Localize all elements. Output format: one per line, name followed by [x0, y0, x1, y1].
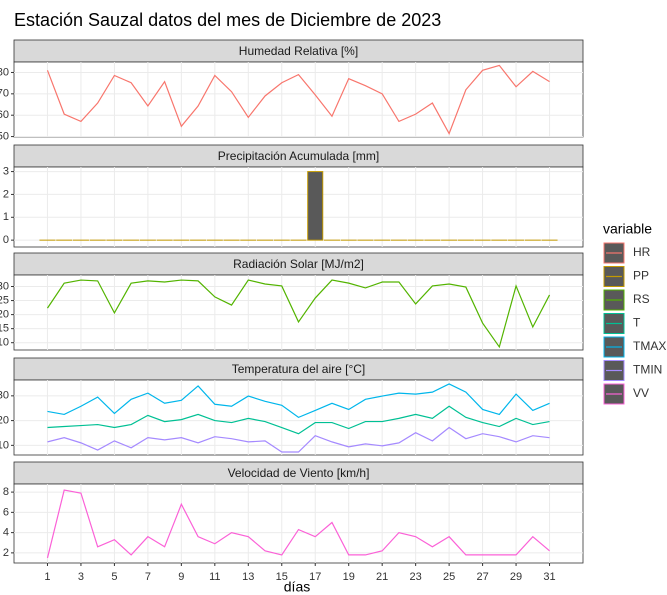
x-tick-label: 31: [543, 571, 555, 583]
y-tick-label: 30: [0, 390, 9, 402]
line: [46, 64, 550, 136]
x-tick-label: 29: [510, 571, 522, 583]
panel: [13, 274, 584, 351]
y-tick-label: 25: [0, 294, 9, 306]
legend-label: HR: [633, 245, 651, 259]
y-tick-label: 10: [0, 337, 9, 349]
panel: [13, 166, 584, 248]
x-tick-label: 1: [44, 571, 50, 583]
x-tick-label: 9: [178, 571, 184, 583]
panel-title: Temperatura del aire [°C]: [232, 362, 366, 376]
panel-title: Precipitación Acumulada [mm]: [218, 149, 379, 163]
y-tick-label: 1: [3, 211, 9, 223]
panel: [13, 483, 584, 564]
x-tick-label: 11: [209, 571, 220, 583]
y-tick-label: 60: [0, 109, 9, 121]
x-tick-label: 7: [145, 571, 151, 583]
x-axis-title: días: [284, 579, 310, 595]
line: [46, 489, 550, 559]
legend-label: VV: [633, 386, 649, 400]
x-tick-label: 17: [309, 571, 321, 583]
x-tick-label: 21: [376, 571, 388, 583]
x-tick-label: 23: [410, 571, 422, 583]
y-tick-label: 10: [0, 439, 9, 451]
y-tick-label: 20: [0, 415, 9, 427]
y-tick-label: 2: [3, 188, 9, 200]
y-tick-label: 2: [3, 547, 9, 559]
x-tick-label: 19: [343, 571, 355, 583]
y-tick-label: 80: [0, 66, 9, 78]
line: [47, 383, 550, 419]
panel-title: Velocidad de Viento [km/h]: [228, 466, 370, 480]
x-tick-label: 15: [276, 571, 288, 583]
x-tick-label: 3: [78, 571, 84, 583]
line: [47, 426, 550, 453]
chart-title: Estación Sauzal datos del mes de Diciemb…: [14, 10, 441, 30]
y-tick-label: 8: [3, 486, 9, 498]
y-tick-label: 4: [3, 527, 9, 539]
y-tick-label: 30: [0, 280, 9, 292]
y-tick-label: 50: [0, 130, 9, 142]
x-tick-label: 25: [443, 571, 455, 583]
y-tick-label: 70: [0, 88, 9, 100]
legend-label: PP: [633, 269, 649, 283]
legend-label: T: [633, 316, 641, 330]
y-tick-label: 3: [3, 165, 9, 177]
y-tick-label: 20: [0, 309, 9, 321]
y-tick-label: 0: [3, 234, 9, 246]
x-tick-label: 27: [476, 571, 488, 583]
legend-label: TMAX: [633, 339, 666, 353]
legend-label: TMIN: [633, 363, 662, 377]
line: [47, 405, 550, 435]
x-tick-label: 13: [242, 571, 254, 583]
line: [46, 279, 551, 349]
panel-title: Radiación Solar [MJ/m2]: [233, 257, 364, 271]
y-tick-label: 6: [3, 506, 9, 518]
x-tick-label: 5: [111, 571, 117, 583]
bar: [307, 171, 324, 241]
legend-label: RS: [633, 292, 650, 306]
y-tick-label: 15: [0, 323, 9, 335]
legend-title: variable: [603, 221, 652, 237]
panel-title: Humedad Relativa [%]: [239, 44, 358, 58]
